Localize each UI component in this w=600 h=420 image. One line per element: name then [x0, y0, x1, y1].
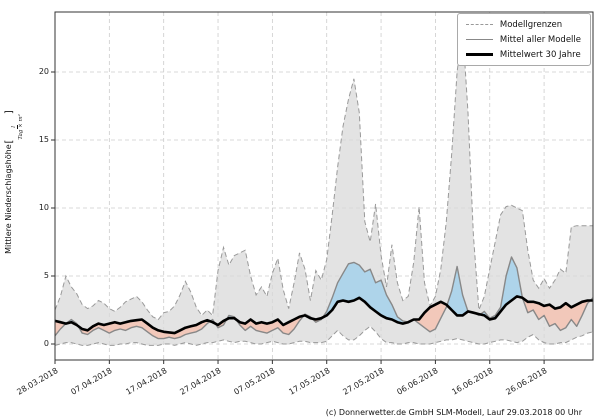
- y-tick-label: 0: [43, 338, 49, 348]
- dashed-gray-line-sample: [465, 24, 493, 25]
- legend: Modellgrenzen Mittel aller Modelle Mitte…: [456, 13, 591, 66]
- legend-item-model-range: Modellgrenzen: [465, 19, 581, 30]
- solid-gray-line-sample: [465, 39, 493, 40]
- y-tick-label: 15: [38, 134, 49, 144]
- legend-label: Modellgrenzen: [499, 19, 563, 30]
- y-axis-label-text: Mittlere Niederschlagshöhe: [4, 144, 13, 254]
- y-axis-label: Mittlere Niederschlagshöhe [l Tag × m²]: [4, 12, 25, 352]
- below-climate-fill: [55, 296, 593, 339]
- tick-marks: [51, 71, 545, 364]
- y-tick-label: 20: [38, 66, 49, 76]
- legend-item-model-mean: Mittel aller Modelle: [465, 34, 581, 45]
- plot-border: [54, 11, 594, 361]
- model-range-lower-bound: [54, 325, 594, 346]
- legend-item-climate-mean: Mittelwert 30 Jahre: [465, 49, 581, 60]
- legend-label: Mittelwert 30 Jahre: [499, 49, 581, 60]
- thick-black-line-sample: [465, 53, 493, 56]
- y-tick-label: 10: [38, 202, 49, 212]
- unit-open-bracket: [: [4, 139, 15, 144]
- copyright-footer: (c) Donnerwetter.de GmbH SLM-Modell, Lau…: [325, 408, 582, 417]
- model-range-area: [55, 27, 593, 346]
- legend-label: Mittel aller Modelle: [499, 34, 581, 45]
- y-tick-label: 5: [43, 270, 49, 280]
- model-range-upper-bound: [54, 27, 593, 321]
- unit-close-bracket: ]: [4, 110, 15, 115]
- climate-mean-line: [54, 295, 593, 335]
